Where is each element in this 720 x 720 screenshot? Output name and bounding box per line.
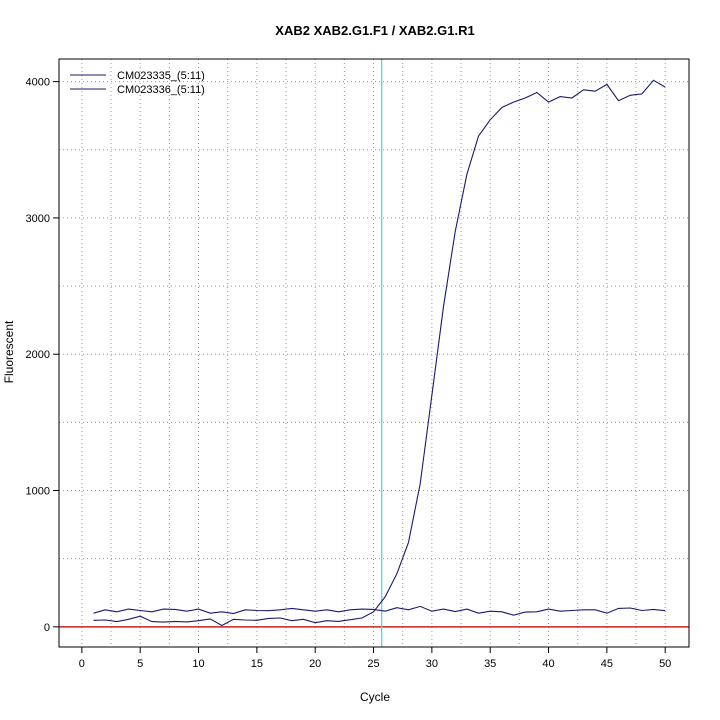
x-tick-label: 0 [79, 658, 85, 670]
legend: CM023335_(5:11) CM023336_(5:11) [70, 70, 205, 96]
x-tick-label: 30 [426, 658, 438, 670]
y-tick-label: 2000 [26, 349, 50, 361]
legend-entry-1: CM023335_(5:11) [117, 70, 205, 82]
y-tick-label: 3000 [26, 213, 50, 225]
x-tick-label: 50 [659, 658, 671, 670]
reference-lines [59, 59, 689, 647]
x-tick-label: 35 [484, 658, 496, 670]
y-tick-label: 4000 [26, 77, 50, 89]
chart-title: XAB2 XAB2.G1.F1 / XAB2.G1.R1 [275, 23, 474, 38]
legend-entry-2: CM023336_(5:11) [117, 84, 205, 96]
axes: 0 5 10 15 20 25 30 35 40 45 50 0 1000 2000 3000 4000 [26, 77, 672, 670]
y-axis-label: Fluorescent [2, 320, 16, 383]
x-tick-label: 10 [192, 658, 204, 670]
x-tick-label: 20 [309, 658, 321, 670]
x-tick-label: 45 [601, 658, 613, 670]
series-lines [93, 79, 666, 627]
x-tick-label: 25 [367, 658, 379, 670]
x-tick-label: 5 [137, 658, 143, 670]
grid [59, 59, 689, 647]
y-tick-label: 0 [44, 622, 50, 634]
x-axis-label: Cycle [360, 690, 390, 704]
x-tick-label: 40 [542, 658, 554, 670]
series-line-1 [93, 79, 666, 627]
y-tick-label: 1000 [26, 486, 50, 498]
x-tick-label: 15 [251, 658, 263, 670]
series-line-2 [93, 605, 666, 616]
